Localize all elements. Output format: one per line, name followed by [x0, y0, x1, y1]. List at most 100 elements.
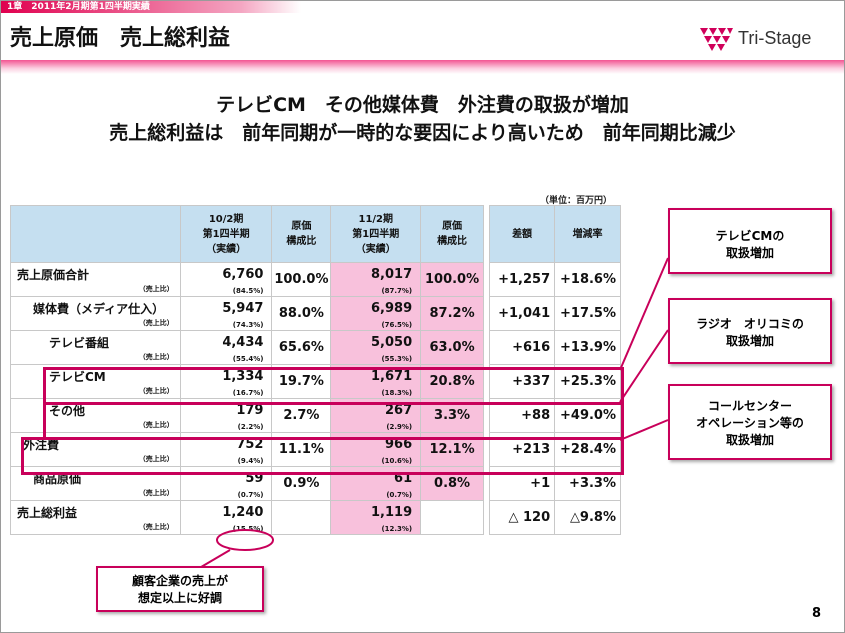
- prev-pct: (15.5%): [232, 525, 264, 533]
- rate-value: +17.5%: [554, 296, 621, 331]
- header-cur-ratio: 原価 構成比: [420, 205, 484, 263]
- prev-value: 6,760: [222, 267, 264, 282]
- cur-value: 6,989: [371, 301, 413, 316]
- rate-value: △9.8%: [554, 500, 621, 535]
- table-row: +616 +13.9%: [488, 330, 621, 365]
- prev-pct: (9.4%): [237, 457, 264, 465]
- table-row: 媒体費（メディア仕入） （売上比） 5,947 (74.3%) 88.0% 6,989 (7…: [10, 296, 484, 331]
- prev-pct: (2.2%): [237, 423, 264, 431]
- diff-value: +1,257: [488, 262, 556, 297]
- prev-cell: 5,947 (74.3%): [179, 296, 273, 331]
- cur-value: 1,671: [371, 369, 413, 384]
- row-sub-label: （売上比）: [138, 387, 174, 395]
- header-prev-ratio: 原価 構成比: [271, 205, 332, 263]
- page-title: 売上原価 売上総利益: [10, 26, 231, 51]
- cur-cell: 1,119 (12.3%): [330, 500, 422, 535]
- prev-ratio: [271, 500, 332, 535]
- cur-cell: 8,017 (87.7%): [330, 262, 422, 297]
- cur-value: 8,017: [371, 267, 413, 282]
- table-row: 売上総利益 （売上比） 1,240 (15.5%) 1,119 (12.3%): [10, 500, 484, 535]
- cur-value: 5,050: [371, 335, 413, 350]
- row-label-cell: 媒体費（メディア仕入） （売上比）: [10, 296, 181, 331]
- header-cur: 11/2期 第1四半期 （実績）: [330, 205, 422, 263]
- logo: Tri-Stage: [698, 24, 838, 54]
- prev-ratio: 100.0%: [271, 262, 332, 297]
- cur-pct: (2.9%): [386, 423, 413, 431]
- prev-pct: (74.3%): [232, 321, 264, 329]
- prev-ratio: 65.6%: [271, 330, 332, 365]
- prev-value: 5,947: [222, 301, 264, 316]
- cur-value: 966: [384, 437, 413, 452]
- row-sub-label: （売上比）: [138, 421, 174, 429]
- logo-text: Tri-Stage: [738, 28, 812, 48]
- prev-pct: (0.7%): [237, 491, 264, 499]
- header-gradient-bar: [1, 60, 844, 74]
- table-row: 売上原価合計 （売上比） 6,760 (84.5%) 100.0% 8,017 (87.7%…: [10, 262, 484, 297]
- callout-tvcm: テレビCMの 取扱増加: [668, 208, 832, 274]
- rate-value: +13.9%: [554, 330, 621, 365]
- prev-pct: (55.4%): [232, 355, 264, 363]
- breadcrumb: 1章 2011年2月期第1四半期実績: [7, 2, 150, 12]
- headline-2: 売上総利益は 前年同期が一時的な要因により高いため 前年同期比減少: [109, 122, 736, 144]
- highlight-outsourcing: [21, 437, 624, 475]
- diff-value: +1,041: [488, 296, 556, 331]
- table-row: +1,257 +18.6%: [488, 262, 621, 297]
- cur-ratio: 63.0%: [420, 330, 484, 365]
- row-label: テレビCM: [49, 370, 106, 384]
- row-sub-label: （売上比）: [138, 285, 174, 293]
- header-diff: 差額: [488, 205, 556, 263]
- cur-pct: (55.3%): [381, 355, 413, 363]
- row-label-cell: 売上原価合計 （売上比）: [10, 262, 181, 297]
- cur-pct: (18.3%): [381, 389, 413, 397]
- headline-1: テレビCM その他媒体費 外注費の取扱が増加: [216, 94, 629, 116]
- cur-pct: (12.3%): [381, 525, 413, 533]
- diff-value: △ 120: [488, 500, 556, 535]
- prev-value: 1,240: [222, 505, 264, 520]
- cur-ratio: 100.0%: [420, 262, 484, 297]
- prev-value: 179: [236, 403, 264, 418]
- cur-pct: (87.7%): [381, 287, 413, 295]
- table-row: △ 120 △9.8%: [488, 500, 621, 535]
- cur-ratio: 87.2%: [420, 296, 484, 331]
- breadcrumb-bar: 1章 2011年2月期第1四半期実績: [1, 1, 301, 13]
- prev-cell: 6,760 (84.5%): [179, 262, 273, 297]
- callout-callcenter: コールセンター オペレーション等の 取扱増加: [668, 384, 832, 460]
- diff-value: +616: [488, 330, 556, 365]
- prev-pct: (16.7%): [232, 389, 264, 397]
- cur-value: 1,119: [371, 505, 413, 520]
- prev-value: 4,434: [222, 335, 264, 350]
- row-sub-label: （売上比）: [138, 455, 174, 463]
- row-sub-label: （売上比）: [138, 523, 174, 531]
- cur-ratio: [420, 500, 484, 535]
- header-rate: 増減率: [554, 205, 621, 263]
- row-sub-label: （売上比）: [138, 353, 174, 361]
- rate-value: +18.6%: [554, 262, 621, 297]
- table-row: 商品原価 （売上比） 59 (0.7%) 0.9% 61 (0.7%) 0.8%: [10, 466, 484, 501]
- page-number: 8: [811, 606, 821, 621]
- row-label: テレビ番組: [49, 336, 110, 350]
- row-label: 売上総利益: [17, 506, 78, 520]
- callout-client: 顧客企業の売上が 想定以上に好調: [96, 566, 264, 612]
- row-label: 商品原価: [33, 472, 82, 486]
- prev-cell: 1,240 (15.5%): [179, 500, 273, 535]
- prev-pct: (84.5%): [232, 287, 264, 295]
- row-label-cell: 商品原価 （売上比）: [10, 466, 181, 501]
- callout-radio: ラジオ オリコミの 取扱増加: [668, 298, 832, 364]
- cur-cell: 6,989 (76.5%): [330, 296, 422, 331]
- row-label-cell: 売上総利益 （売上比）: [10, 500, 181, 535]
- row-label: その他: [49, 404, 86, 418]
- header-blank: [10, 205, 181, 263]
- diff-value: +1: [488, 466, 556, 501]
- table-row: +1 +3.3%: [488, 466, 621, 501]
- prev-ratio: 88.0%: [271, 296, 332, 331]
- unit-note: （単位：百万円）: [540, 196, 613, 206]
- row-sub-label: （売上比）: [138, 489, 174, 497]
- row-label-cell: テレビ番組 （売上比）: [10, 330, 181, 365]
- cur-pct: (76.5%): [381, 321, 413, 329]
- rate-value: +3.3%: [554, 466, 621, 501]
- prev-value: 752: [236, 437, 264, 452]
- row-sub-label: （売上比）: [138, 319, 174, 327]
- row-label: 売上原価合計: [17, 268, 90, 282]
- cur-cell: 5,050 (55.3%): [330, 330, 422, 365]
